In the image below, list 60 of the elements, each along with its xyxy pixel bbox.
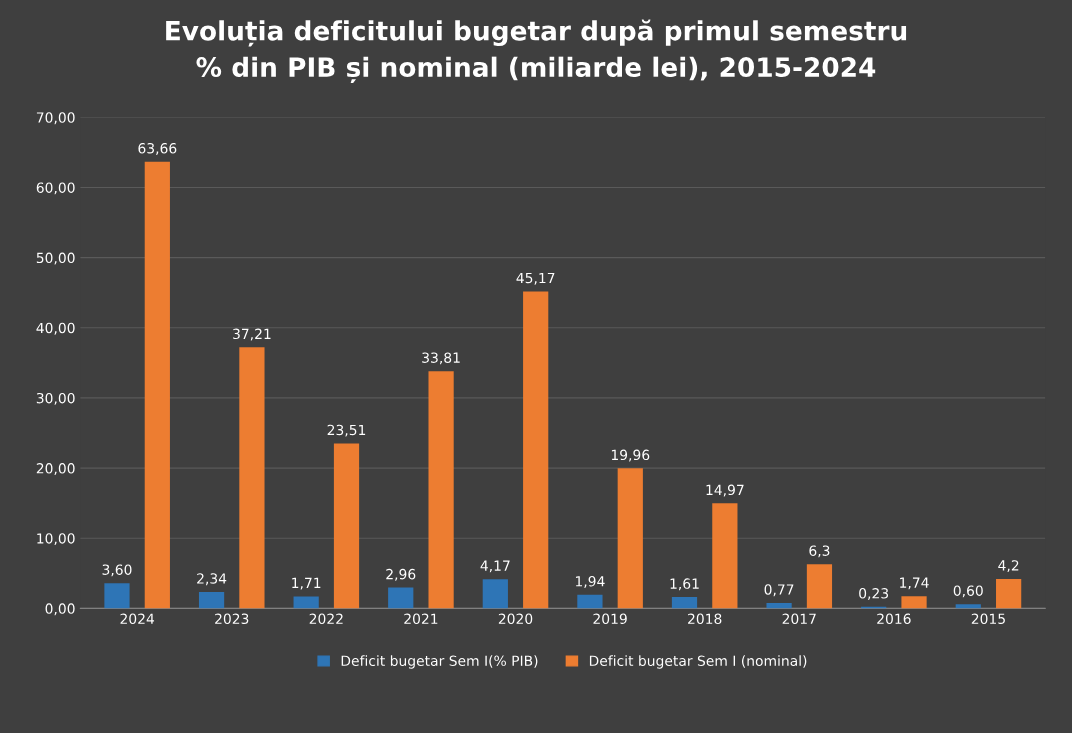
x-tick-label: 2017 (782, 613, 816, 624)
x-tick-label: 2024 (120, 613, 155, 624)
legend-label: Deficit bugetar Sem I (nominal) (589, 655, 807, 669)
x-tick-label: 2019 (593, 613, 627, 624)
data-label: 1,61 (670, 578, 699, 591)
bar (577, 594, 603, 609)
bar (712, 503, 738, 609)
data-label: 0,60 (953, 585, 983, 598)
y-tick-label: 40,00 (36, 322, 75, 335)
bar (996, 578, 1022, 609)
bar (144, 161, 170, 609)
bar (293, 596, 319, 609)
data-label: 4,17 (480, 560, 510, 573)
y-tick-label: 70,00 (36, 112, 75, 125)
y-tick-label: 50,00 (36, 252, 75, 265)
data-label: 0,77 (764, 584, 794, 597)
x-tick-label: 2016 (877, 613, 911, 624)
y-tick-label: 10,00 (37, 533, 75, 546)
bar (523, 291, 549, 609)
bar (901, 596, 927, 609)
bar (766, 602, 792, 609)
bar (388, 587, 414, 609)
data-label: 45,17 (516, 272, 555, 285)
y-tick-label: 30,00 (36, 392, 75, 405)
data-label: 37,21 (233, 328, 271, 341)
x-tick-label: 2015 (971, 613, 1005, 624)
y-tick-label: 60,00 (36, 182, 75, 195)
x-tick-label: 2020 (498, 613, 533, 624)
data-label: 4,2 (998, 560, 1019, 573)
bar (955, 604, 981, 609)
legend-label: Deficit bugetar Sem I(% PIB) (341, 655, 538, 669)
data-label: 19,96 (611, 449, 650, 462)
bar (806, 564, 833, 609)
data-label: 1,94 (575, 576, 605, 588)
bar (239, 347, 265, 609)
bar (198, 591, 225, 609)
data-label: 63,66 (138, 143, 177, 155)
y-tick-label: 20,00 (36, 463, 75, 475)
bar (104, 583, 130, 609)
data-label: 2,34 (197, 573, 227, 586)
y-tick-label: 0,00 (45, 603, 75, 616)
data-label: 23,51 (327, 424, 366, 437)
data-label: 1,74 (900, 577, 929, 590)
bar (333, 443, 360, 609)
data-label: 2,96 (386, 568, 416, 581)
chart-title: Evoluția deficitului bugetar după primul semestru % din PIB și nominal (miliarde lei), 2015-2024 (166, 19, 907, 83)
data-label: 1,71 (292, 577, 321, 590)
bar (428, 371, 454, 609)
x-tick-label: 2018 (688, 613, 722, 624)
bar (482, 579, 508, 609)
data-label: 14,97 (706, 484, 744, 497)
data-label: 6,3 (809, 545, 830, 558)
bar (617, 468, 643, 609)
x-tick-label: 2021 (404, 613, 438, 624)
data-label: 3,60 (102, 564, 132, 577)
x-tick-label: 2023 (215, 613, 249, 624)
bar (671, 597, 698, 609)
data-label: 33,81 (422, 352, 460, 365)
data-label: 0,23 (859, 588, 889, 600)
x-tick-label: 2022 (309, 613, 343, 624)
